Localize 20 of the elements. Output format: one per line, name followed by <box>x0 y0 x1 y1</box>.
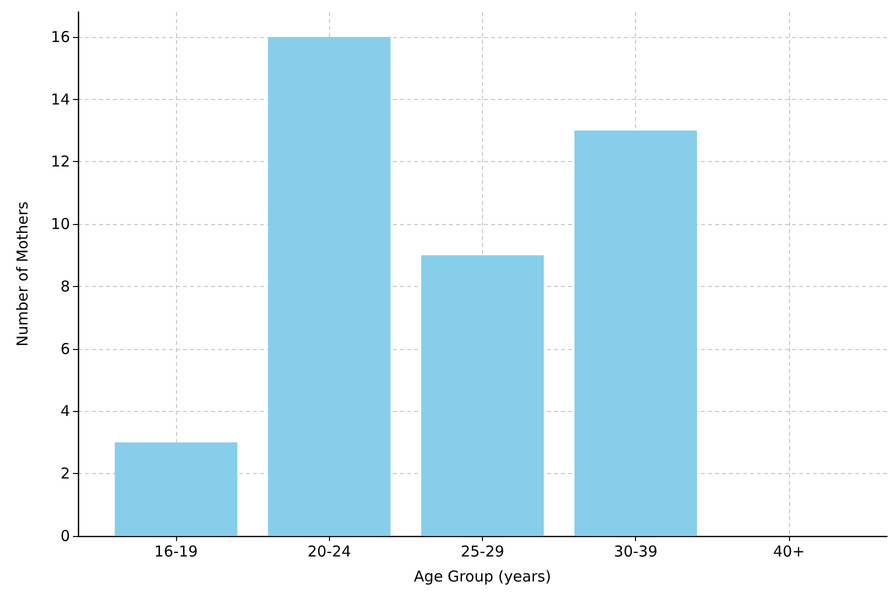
x-tick-label: 25-29 <box>460 542 504 560</box>
y-axis-title: Number of Mothers <box>14 201 32 346</box>
bar <box>268 36 391 536</box>
x-tick-label: 16-19 <box>154 542 198 560</box>
y-tick-label: 16 <box>50 28 70 46</box>
y-tick-label: 6 <box>60 340 70 358</box>
y-tick-label: 12 <box>50 152 70 171</box>
x-tick-label: 40+ <box>773 542 805 560</box>
y-tick-label: 2 <box>60 464 70 483</box>
x-tick-label: 30-39 <box>614 542 658 560</box>
bar <box>114 442 238 536</box>
y-tick-label: 4 <box>60 402 70 420</box>
y-tick-label: 14 <box>50 90 70 108</box>
bar <box>574 130 698 536</box>
y-tick-label: 10 <box>50 215 70 234</box>
y-tick-label: 8 <box>60 277 70 296</box>
x-axis-title: Age Group (years) <box>414 568 552 586</box>
x-tick-label: 20-24 <box>307 542 352 560</box>
bar <box>421 255 544 536</box>
y-tick-label: 0 <box>60 527 70 545</box>
